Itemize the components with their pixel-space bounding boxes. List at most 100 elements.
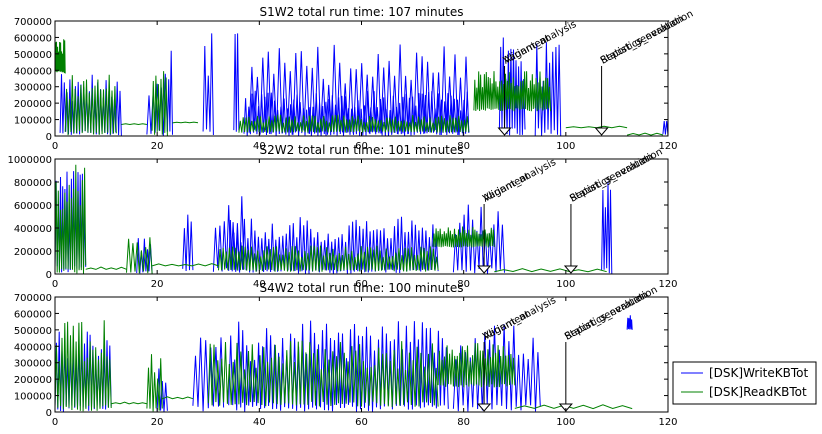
annotation-label: Variant_analysis	[502, 19, 579, 67]
series-line-write-2	[166, 50, 173, 135]
y-tick-label: 500000	[14, 50, 52, 61]
x-tick-label: 60	[355, 141, 368, 152]
x-tick-label: 120	[658, 141, 677, 152]
x-tick-label: 80	[457, 279, 470, 290]
x-tick-label: 60	[355, 417, 368, 428]
series-line-read-0	[55, 320, 112, 412]
series-line-write-5	[452, 204, 505, 274]
series-line-read-3	[162, 396, 194, 400]
y-tick-label: 0	[46, 270, 52, 281]
series-line-write-4	[452, 324, 541, 412]
x-tick-label: 40	[253, 279, 266, 290]
series-line-read-1	[111, 401, 148, 405]
annotation-arrow-head	[477, 403, 492, 412]
x-tick-label: 40	[253, 417, 266, 428]
series-line-read-4	[172, 121, 199, 124]
x-tick-label: 100	[556, 141, 575, 152]
plot-area	[55, 33, 668, 136]
series-line-read-4	[207, 340, 439, 408]
series-line-write-1	[156, 368, 168, 412]
annotation-label: Statistics_evaluation	[599, 8, 695, 66]
y-tick-label: 400000	[14, 224, 52, 235]
x-tick-label: 80	[457, 141, 470, 152]
series-line-write-2	[182, 214, 194, 272]
series-line-read-5	[238, 114, 470, 133]
y-tick-label: 1000000	[7, 155, 52, 166]
y-tick-label: 600000	[14, 201, 52, 212]
series-line-write-3	[202, 33, 214, 136]
y-tick-label: 300000	[14, 83, 52, 94]
x-tick-label: 40	[253, 141, 266, 152]
y-tick-label: 700000	[14, 17, 52, 28]
chart-title: S4W2 total run time: 100 minutes	[259, 281, 463, 295]
annotation-arrow-head	[477, 265, 492, 274]
y-tick-label: 600000	[14, 33, 52, 44]
chart-title: S2W2 total run time: 101 minutes	[259, 143, 463, 157]
annotation-arrow-head	[594, 127, 609, 136]
series-line-write-9	[662, 120, 668, 136]
series-line-read-5	[437, 343, 516, 388]
y-tick-label: 300000	[14, 359, 52, 370]
series-line-read-1	[85, 266, 127, 270]
x-tick-label: 0	[52, 279, 58, 290]
chart-title: S1W2 total run time: 107 minutes	[259, 5, 463, 19]
x-tick-label: 0	[52, 417, 58, 428]
legend-frame	[672, 361, 817, 405]
y-tick-label: 600000	[14, 309, 52, 320]
x-tick-label: 0	[52, 141, 58, 152]
x-tick-label: 100	[556, 417, 575, 428]
x-tick-label: 80	[457, 417, 470, 428]
series-line-read-6	[514, 404, 633, 410]
legend-label-read: [DSK]ReadKBTot	[709, 385, 807, 399]
y-tick-label: 200000	[14, 247, 52, 258]
x-tick-label: 120	[658, 417, 677, 428]
series-line-write-1	[136, 238, 153, 274]
legend: [DSK]WriteKBTot [DSK]ReadKBTot	[672, 361, 817, 405]
series-line-read-2	[121, 123, 147, 126]
annotation-arrow-head	[497, 127, 512, 136]
series-line-read-0	[55, 164, 87, 274]
series-line-read-1	[64, 74, 117, 136]
y-tick-label: 0	[46, 408, 52, 419]
series-line-write-5	[626, 315, 633, 330]
x-tick-label: 120	[658, 279, 677, 290]
y-tick-label: 200000	[14, 99, 52, 110]
x-tick-label: 100	[556, 279, 575, 290]
plot-area	[55, 315, 633, 412]
y-tick-label: 100000	[14, 392, 52, 403]
annotation-arrow-head	[563, 265, 579, 274]
series-line-read-6	[494, 268, 607, 273]
annotation-label: Variant_analysis	[481, 295, 558, 343]
series-line-write-4	[233, 33, 240, 132]
y-tick-label: 0	[46, 132, 52, 143]
series-line-read-0	[55, 39, 66, 74]
legend-label-write: [DSK]WriteKBTot	[709, 366, 809, 380]
series-line-read-7	[565, 125, 628, 129]
series-line-read-3	[151, 263, 219, 267]
series-line-write-6	[601, 181, 613, 274]
annotation-label: Statistics_evaluation	[563, 284, 659, 342]
series-line-read-4	[218, 245, 439, 272]
series-line-write-2	[192, 337, 225, 412]
y-tick-label: 700000	[14, 293, 52, 304]
x-tick-label: 20	[151, 417, 164, 428]
series-line-write-6	[248, 44, 470, 136]
series-line-read-2	[146, 354, 163, 412]
y-tick-label: 200000	[14, 375, 52, 386]
y-tick-label: 500000	[14, 326, 52, 337]
series-line-read-2	[126, 237, 153, 274]
x-tick-label: 20	[151, 279, 164, 290]
y-tick-label: 400000	[14, 66, 52, 77]
x-tick-label: 60	[355, 279, 368, 290]
y-tick-label: 400000	[14, 342, 52, 353]
series-line-read-6	[473, 71, 551, 112]
annotation-label: Statistics_evaluation	[568, 146, 664, 204]
y-tick-label: 100000	[14, 116, 52, 127]
annotation-label: Variant_analysis	[481, 157, 558, 205]
y-tick-label: 800000	[14, 178, 52, 189]
series-line-read-3	[151, 71, 168, 136]
